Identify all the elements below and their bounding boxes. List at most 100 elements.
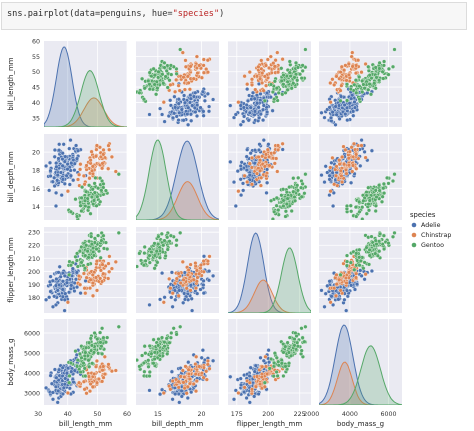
point-adelie (72, 168, 77, 173)
point-adelie (265, 109, 270, 115)
point-chinstrap (249, 77, 255, 82)
point-gentoo (87, 239, 92, 244)
point-gentoo (149, 74, 154, 79)
point-chinstrap (272, 150, 277, 155)
point-gentoo (285, 79, 290, 84)
point-gentoo (174, 332, 179, 337)
point-gentoo (295, 188, 300, 193)
point-gentoo (140, 353, 145, 358)
point-adelie (255, 101, 260, 106)
point-adelie (39, 290, 43, 294)
point-adelie (201, 291, 206, 296)
point-gentoo (374, 242, 379, 247)
kde-gentoo (136, 139, 219, 220)
point-chinstrap (199, 75, 204, 80)
point-gentoo (283, 364, 288, 369)
point-gentoo (380, 194, 385, 199)
point-adelie (47, 188, 52, 193)
point-gentoo (281, 198, 286, 203)
point-chinstrap (354, 63, 359, 68)
point-gentoo (274, 355, 279, 360)
point-chinstrap (337, 277, 342, 282)
point-chinstrap (65, 390, 70, 396)
point-gentoo (142, 244, 147, 250)
point-adelie (170, 115, 176, 120)
point-gentoo (354, 251, 359, 256)
point-chinstrap (258, 76, 263, 81)
point-adelie (64, 173, 69, 178)
point-chinstrap (100, 262, 105, 267)
point-chinstrap (186, 367, 191, 372)
point-adelie (202, 98, 207, 103)
point-gentoo (73, 197, 78, 202)
point-adelie (169, 295, 174, 300)
point-chinstrap (102, 372, 107, 377)
point-chinstrap (87, 176, 92, 181)
point-gentoo (93, 175, 98, 180)
point-gentoo (142, 369, 147, 374)
code-cell[interactable]: sns.pairplot(data=penguins, hue="species… (1, 2, 467, 30)
point-gentoo (84, 243, 89, 248)
point-adelie (325, 283, 330, 288)
point-gentoo (352, 267, 357, 272)
y-tick-label: 45 (32, 85, 40, 92)
panel-marks (319, 47, 397, 127)
point-chinstrap (101, 375, 106, 380)
point-gentoo (155, 260, 160, 265)
point-gentoo (381, 233, 386, 238)
point-adelie (201, 113, 206, 118)
point-gentoo (79, 355, 84, 360)
y-tick-label: 40 (32, 100, 40, 107)
point-adelie (258, 355, 263, 360)
point-gentoo (159, 335, 165, 340)
point-adelie (248, 151, 253, 156)
point-chinstrap (245, 179, 250, 185)
point-gentoo (378, 231, 383, 236)
point-gentoo (99, 344, 104, 349)
point-chinstrap (258, 381, 263, 387)
legend-label-adelie: Adelie (421, 222, 441, 229)
point-gentoo (85, 249, 90, 254)
point-chinstrap (201, 375, 206, 380)
point-adelie (61, 385, 66, 390)
point-chinstrap (83, 291, 88, 296)
point-adelie (50, 304, 56, 309)
pairplot-figure: 35 40 45 50 55 60 bill_length_mm 14 16 18 20 bill_d… (7, 39, 451, 429)
point-adelie (179, 107, 184, 112)
point-adelie (266, 142, 271, 147)
point-gentoo (154, 92, 159, 97)
point-chinstrap (181, 75, 186, 80)
point-gentoo (89, 343, 94, 348)
y-tick-label: 200 (28, 269, 40, 276)
y-tick-label: 18 (32, 168, 40, 175)
point-adelie (173, 297, 178, 302)
point-adelie (55, 288, 60, 293)
point-chinstrap (245, 82, 250, 87)
point-gentoo (137, 90, 142, 95)
point-chinstrap (199, 371, 204, 376)
point-adelie (198, 105, 203, 110)
panel-body-mass-vs-body-mass (319, 319, 402, 405)
point-gentoo (157, 255, 162, 260)
point-adelie (190, 308, 195, 313)
point-chinstrap (264, 83, 269, 88)
point-adelie (369, 268, 374, 274)
point-gentoo (357, 247, 362, 252)
panel-body-mass-vs-bill-length (44, 319, 128, 405)
point-gentoo (101, 335, 106, 340)
point-chinstrap (107, 254, 112, 259)
point-gentoo (165, 235, 170, 240)
point-gentoo (101, 233, 106, 238)
point-adelie (62, 382, 67, 387)
point-chinstrap (201, 70, 206, 75)
point-chinstrap (347, 149, 352, 154)
y-tick-label: 55 (32, 54, 40, 61)
point-adelie (172, 94, 177, 99)
point-gentoo (287, 335, 292, 340)
point-adelie (199, 355, 204, 360)
point-adelie (342, 102, 347, 108)
panel-bill-depth-vs-bill-depth (136, 134, 219, 220)
point-chinstrap (204, 67, 209, 72)
point-adelie (147, 302, 152, 307)
point-adelie (322, 304, 327, 309)
